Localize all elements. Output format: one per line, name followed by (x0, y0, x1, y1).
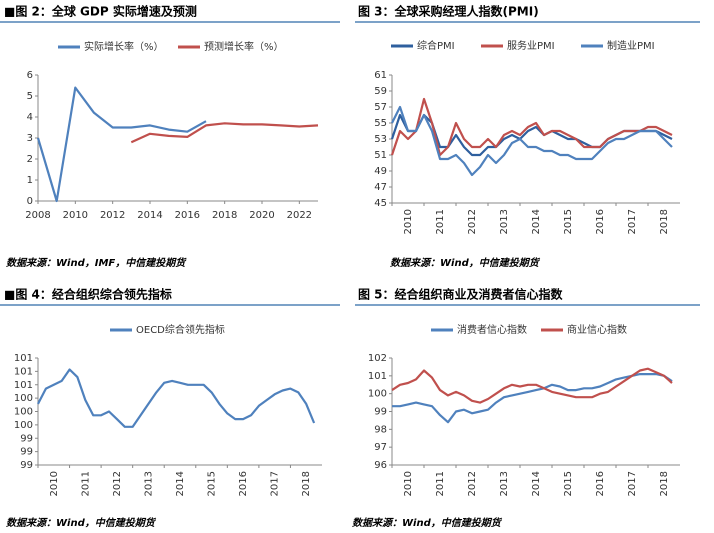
x-tick-label: 2018 (301, 471, 312, 496)
y-tick-label: 0 (27, 196, 33, 207)
x-tick-label: 2014 (175, 471, 186, 496)
source-note: 数据来源：Wind，中信建投期货 (6, 517, 157, 529)
y-tick-label: 100 (14, 407, 33, 418)
legend-label: 预测增长率（%） (204, 40, 284, 53)
x-tick-label: 2013 (499, 209, 510, 234)
y-tick-label: 4 (27, 112, 33, 123)
y-tick-label: 55 (374, 118, 387, 129)
chart-title: 图 3：全球采购经理人指数(PMI) (358, 4, 539, 19)
y-tick-label: 102 (368, 353, 387, 364)
x-tick-label: 2017 (627, 471, 638, 496)
y-tick-label: 99 (20, 433, 33, 444)
x-tick-label: 2010 (403, 209, 414, 234)
y-tick-label: 2 (27, 154, 33, 165)
series-line (392, 373, 673, 424)
chart-title: 图 5：经合组织商业及消费者信心指数 (358, 287, 564, 302)
y-tick-label: 59 (374, 86, 387, 97)
x-tick-label: 2014 (137, 210, 162, 221)
chart-title: ■图 4：经合组织综合领先指标 (4, 287, 172, 302)
x-tick-label: 2017 (270, 471, 281, 496)
source-note: 数据来源：Wind，IMF，中信建投期货 (6, 257, 187, 269)
x-tick-label: 2015 (563, 471, 574, 496)
x-tick-label: 2012 (467, 471, 478, 496)
x-tick-label: 2016 (175, 210, 200, 221)
y-tick-label: 98 (374, 424, 387, 435)
legend-label: 消费者信心指数 (457, 323, 527, 336)
y-tick-label: 101 (14, 366, 33, 377)
y-tick-label: 99 (374, 407, 387, 418)
legend-label: 制造业PMI (607, 39, 655, 52)
x-tick-label: 2012 (112, 471, 123, 496)
y-tick-label: 99 (20, 447, 33, 458)
y-tick-label: 47 (374, 182, 387, 193)
source-note: 数据来源：Wind，中信建投期货 (390, 257, 541, 269)
series-line (37, 368, 316, 428)
y-tick-label: 97 (374, 442, 387, 453)
x-tick-label: 2010 (403, 471, 414, 496)
x-tick-label: 2022 (287, 210, 312, 221)
x-tick-label: 2011 (435, 209, 446, 234)
legend-label: 商业信心指数 (567, 323, 627, 336)
series-line (390, 97, 673, 157)
y-tick-label: 100 (14, 420, 33, 431)
x-tick-label: 2018 (659, 471, 670, 496)
y-tick-label: 5 (27, 91, 33, 102)
y-tick-label: 61 (374, 70, 387, 81)
y-tick-label: 51 (374, 150, 387, 161)
series-line (391, 367, 673, 404)
y-tick-label: 99 (20, 460, 33, 471)
series-line (391, 105, 673, 177)
x-tick-label: 2010 (63, 210, 88, 221)
x-tick-label: 2013 (143, 471, 154, 496)
x-tick-label: 2016 (595, 209, 606, 234)
x-tick-label: 2014 (531, 209, 542, 234)
x-tick-label: 2015 (563, 209, 574, 234)
y-tick-label: 96 (374, 460, 387, 471)
x-tick-label: 2008 (25, 210, 50, 221)
chart-title: ■图 2：全球 GDP 实际增速及预测 (4, 4, 197, 19)
y-tick-label: 101 (14, 380, 33, 391)
x-tick-label: 2018 (659, 209, 670, 234)
x-tick-label: 2016 (238, 471, 249, 496)
legend-label: 实际增长率（%） (84, 40, 164, 53)
legend-label: 服务业PMI (507, 39, 555, 52)
y-tick-label: 45 (374, 198, 387, 209)
x-tick-label: 2017 (627, 209, 638, 234)
x-tick-label: 2015 (207, 471, 218, 496)
x-tick-label: 2014 (531, 471, 542, 496)
source-note: 数据来源：Wind，中信建投期货 (352, 517, 503, 529)
x-tick-label: 2018 (212, 210, 237, 221)
y-tick-label: 100 (14, 393, 33, 404)
legend-label: 综合PMI (417, 39, 455, 52)
x-tick-label: 2012 (467, 209, 478, 234)
y-tick-label: 101 (14, 353, 33, 364)
y-tick-label: 6 (27, 70, 33, 81)
x-tick-label: 2011 (80, 471, 91, 496)
y-tick-label: 1 (27, 175, 33, 186)
x-tick-label: 2012 (100, 210, 125, 221)
y-tick-label: 3 (27, 133, 33, 144)
y-tick-label: 53 (374, 134, 387, 145)
x-tick-label: 2013 (499, 471, 510, 496)
series-line (36, 86, 207, 203)
x-tick-label: 2010 (49, 471, 60, 496)
x-tick-label: 2016 (595, 471, 606, 496)
legend-label: OECD综合领先指标 (136, 323, 225, 336)
y-tick-label: 101 (368, 371, 387, 382)
x-tick-label: 2020 (249, 210, 274, 221)
y-tick-label: 100 (368, 389, 387, 400)
y-tick-label: 49 (374, 166, 387, 177)
y-tick-label: 57 (374, 102, 387, 113)
x-tick-label: 2011 (435, 471, 446, 496)
series-line (130, 122, 319, 144)
